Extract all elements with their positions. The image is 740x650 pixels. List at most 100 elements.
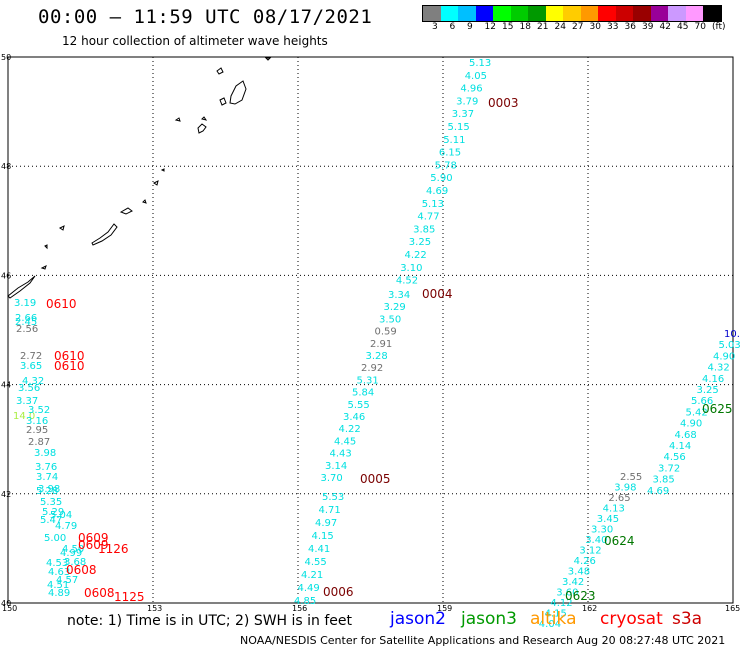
colorbar-swatch bbox=[475, 6, 493, 21]
west-value: 3.76 bbox=[35, 462, 57, 473]
colorbar-label: 39 bbox=[642, 22, 654, 32]
track-0004-label: 0004 bbox=[422, 287, 453, 301]
west-value: 4.50 bbox=[62, 544, 84, 555]
track-0624-value: 4.15 bbox=[545, 609, 567, 620]
track-0625-value: 3.85 bbox=[653, 475, 675, 486]
west-value: 3.98 bbox=[34, 448, 56, 459]
colorbar-swatch bbox=[423, 6, 441, 21]
track-0004-value: 4.45 bbox=[334, 436, 356, 447]
colorbar-swatch bbox=[633, 6, 651, 21]
legend-jason3: jason3 bbox=[461, 609, 517, 629]
west-value: 3.19 bbox=[14, 298, 36, 309]
colorbar-swatch bbox=[580, 6, 598, 21]
track-0003-label: 0003 bbox=[488, 96, 519, 110]
lon-tick-label: 159 bbox=[437, 604, 452, 613]
axis-ticks: 150 153 156 159 162 165 50 48 46 44 42 40 bbox=[1, 53, 740, 613]
track-0624-value: 3.48 bbox=[568, 567, 590, 578]
coastline bbox=[7, 57, 272, 299]
track-0005-value: 5.53 bbox=[322, 492, 344, 503]
colorbar-label: 3 bbox=[432, 22, 438, 32]
colorbar-swatch bbox=[510, 6, 528, 21]
colorbar-label: 36 bbox=[624, 22, 636, 32]
west-value: 4.79 bbox=[55, 521, 77, 532]
lon-tick-label: 150 bbox=[2, 604, 17, 613]
west-value: 14.0 bbox=[13, 411, 35, 422]
west-track-label: 0610 bbox=[46, 297, 77, 311]
track-0625-value: 4.14 bbox=[669, 441, 691, 452]
track-0624-value: 3.45 bbox=[597, 514, 619, 525]
track-0004-value: 3.46 bbox=[343, 412, 365, 423]
track-0623-label: 0623 bbox=[565, 589, 596, 603]
west-track-label: 0610 bbox=[54, 359, 85, 373]
lon-tick-label: 153 bbox=[147, 604, 162, 613]
track-values: 5.13 4.05 4.963.79 3.37 5.15 5.11 6.155.78 5.90… bbox=[13, 58, 740, 630]
west-value: 4.57 bbox=[56, 575, 78, 586]
track-0003-value: 6.15 bbox=[439, 148, 461, 159]
track-0003-value: 3.25 bbox=[409, 237, 431, 248]
track-0624-value: 4.04 bbox=[539, 619, 561, 630]
track-0005-value: 4.41 bbox=[308, 544, 330, 555]
track-0624-value: 3.30 bbox=[591, 525, 613, 536]
track-0006-label: 0006 bbox=[323, 585, 354, 599]
colorbar-label: 45 bbox=[677, 22, 689, 32]
map-grid bbox=[7, 56, 734, 604]
track-0624-value: 4.12 bbox=[550, 598, 572, 609]
west-value: 5.28 bbox=[36, 486, 58, 497]
colorbar-label: 18 bbox=[519, 22, 531, 32]
lat-tick-label: 44 bbox=[1, 381, 11, 390]
west-value: 4.63 bbox=[48, 567, 70, 578]
track-0625-label: 0625 bbox=[702, 402, 733, 416]
colorbar-label: 30 bbox=[589, 22, 601, 32]
lat-tick-label: 48 bbox=[1, 162, 11, 171]
track-0005-value: 4.21 bbox=[301, 570, 323, 581]
track-0005-value: 4.71 bbox=[319, 505, 341, 516]
track-0625-value: 10. bbox=[724, 329, 740, 340]
track-0003-value: 3.85 bbox=[413, 224, 435, 235]
colorbar-label: 9 bbox=[467, 22, 473, 32]
track-0004-value: 2.91 bbox=[370, 339, 392, 350]
colorbar-label: 24 bbox=[554, 22, 566, 32]
west-value: 2.56 bbox=[16, 324, 38, 335]
footer-credit: NOAA/NESDIS Center for Satellite Applica… bbox=[240, 634, 726, 647]
lon-tick-label: 162 bbox=[582, 604, 597, 613]
colorbar-label: 42 bbox=[659, 22, 671, 32]
legend-cryosat: cryosat bbox=[600, 609, 663, 629]
track-0624-value: 3.98 bbox=[614, 483, 636, 494]
track-0003-value: 3.10 bbox=[400, 263, 422, 274]
track-0003-value: 4.05 bbox=[465, 71, 487, 82]
track-0004-value: 3.70 bbox=[321, 473, 343, 484]
west-value: 3.65 bbox=[20, 361, 42, 372]
colorbar-label: 21 bbox=[537, 22, 549, 32]
track-0004-value: 3.14 bbox=[325, 461, 347, 472]
west-value: 5.00 bbox=[44, 533, 66, 544]
colorbar-label: 6 bbox=[449, 22, 456, 32]
colorbar-swatch bbox=[703, 6, 721, 21]
track-0003-value: 5.78 bbox=[435, 160, 457, 171]
track-0003-value: 5.90 bbox=[430, 173, 452, 184]
colorbar-label: 27 bbox=[572, 22, 584, 32]
track-0625-value: 4.68 bbox=[675, 430, 697, 441]
west-value: 5.29 bbox=[42, 507, 64, 518]
track-0625-value: 3.25 bbox=[697, 385, 719, 396]
track-0003-value: 4.77 bbox=[417, 212, 439, 223]
track-0624-label: 0624 bbox=[604, 534, 635, 548]
west-value: 3.52 bbox=[28, 405, 50, 416]
track-0625-value: 5.66 bbox=[691, 396, 713, 407]
track-0003-value: 4.52 bbox=[396, 276, 418, 287]
map-title: 00:00 – 11:59 UTC 08/17/2021 bbox=[38, 6, 373, 28]
west-track-label: 0610 bbox=[54, 349, 85, 363]
track-0005-value: 4.49 bbox=[298, 583, 320, 594]
track-0004-value: 3.50 bbox=[379, 314, 401, 325]
track-0005-value: 4.55 bbox=[305, 557, 327, 568]
colorbar-label: 15 bbox=[502, 22, 514, 32]
colorbar bbox=[422, 5, 722, 22]
lat-tick-label: 46 bbox=[1, 271, 11, 280]
colorbar-swatch bbox=[440, 6, 458, 21]
track-0625-value: 4.56 bbox=[664, 452, 686, 463]
track-0625-value: 4.16 bbox=[702, 374, 724, 385]
west-value: 2.45 bbox=[15, 317, 37, 328]
west-value: 5.04 bbox=[50, 510, 72, 521]
colorbar-label: 12 bbox=[484, 22, 496, 32]
west-track-label: 1125 bbox=[114, 590, 145, 604]
west-value: 3.98 bbox=[38, 484, 60, 495]
